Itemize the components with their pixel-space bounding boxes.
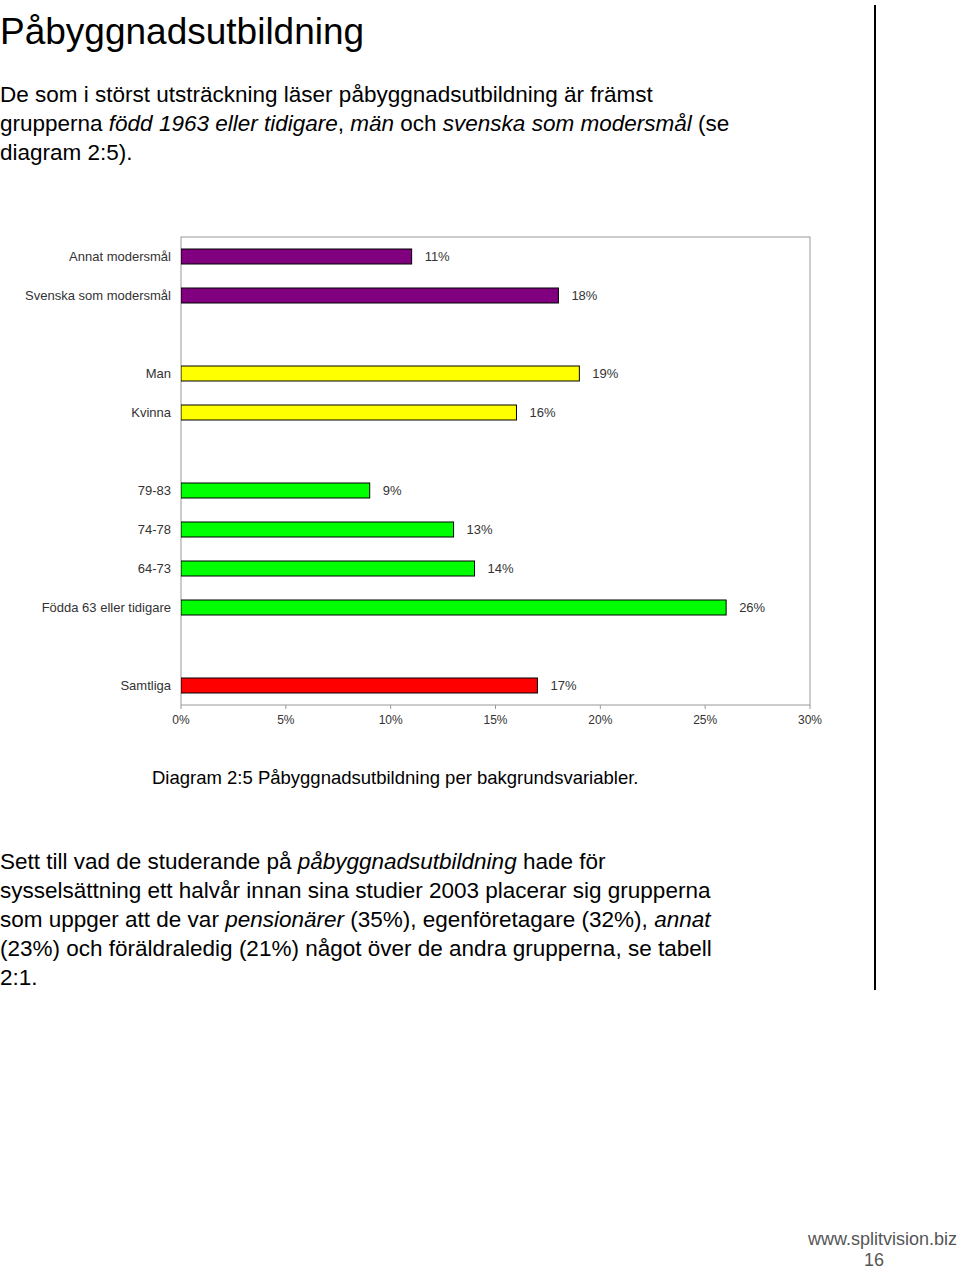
x-tick-label: 15% — [483, 713, 507, 727]
category-label: Kvinna — [131, 405, 172, 420]
x-tick — [810, 705, 811, 709]
page-title: Påbyggnadsutbildning — [0, 11, 364, 52]
x-tick-label: 25% — [693, 713, 717, 727]
chart-caption: Diagram 2:5 Påbyggnadsutbildning per bak… — [152, 767, 638, 788]
text-run: diagram 2:5). — [0, 140, 133, 165]
italic-run: annat — [654, 907, 712, 932]
text-run: (se — [692, 111, 730, 136]
text-line: Sett till vad de studerande på påbyggnad… — [0, 849, 606, 874]
x-tick-label: 0% — [172, 713, 190, 727]
plot-frame — [181, 237, 810, 705]
text-line: De som i störst utsträckning läser påbyg… — [0, 82, 654, 107]
text-run: (35%), egenföretagare (32%), — [344, 907, 654, 932]
bar — [181, 366, 579, 381]
text-line: diagram 2:5). — [0, 140, 133, 165]
text-run: hade för — [517, 849, 606, 874]
category-label: 64-73 — [138, 561, 171, 576]
text-run: 2:1. — [0, 965, 38, 990]
bar — [181, 561, 475, 576]
x-tick — [390, 705, 391, 709]
category-label: Svenska som modersmål — [25, 288, 171, 303]
data-label: 19% — [592, 366, 618, 381]
text-run: De som i störst utsträckning läser påbyg… — [0, 82, 654, 107]
text-run: sysselsättning ett halvår innan sina stu… — [0, 878, 711, 903]
text-run: grupperna — [0, 111, 109, 136]
data-label: 26% — [739, 600, 765, 615]
data-label: 11% — [425, 249, 450, 264]
text-run: och — [394, 111, 443, 136]
bar — [181, 600, 726, 615]
bar-chart: Annat modersmål 11% Svenska som modersmål 1… — [25, 237, 822, 727]
bar — [181, 249, 412, 264]
x-tick-label: 10% — [379, 713, 403, 727]
text-run: (23%) och föräldraledig (21%) något över… — [0, 936, 712, 961]
page: Påbyggnadsutbildning De som i störst utst… — [0, 0, 960, 1267]
x-tick-label: 5% — [277, 713, 295, 727]
category-label: Man — [146, 366, 171, 381]
text-run: , — [338, 111, 351, 136]
text-line: sysselsättning ett halvår innan sina stu… — [0, 878, 711, 903]
italic-run: män — [350, 111, 394, 136]
text-line: 2:1. — [0, 965, 38, 990]
text-line: grupperna född 1963 eller tidigare, män … — [0, 111, 729, 136]
italic-run: pensionärer — [224, 907, 345, 932]
margin-rule — [874, 5, 876, 990]
category-label: Annat modersmål — [69, 249, 171, 264]
text-run: Sett till vad de studerande på — [0, 849, 298, 874]
italic-run: född 1963 eller tidigare — [109, 111, 338, 136]
x-tick — [495, 705, 496, 709]
bar — [181, 678, 537, 693]
category-label: 74-78 — [138, 522, 171, 537]
data-label: 14% — [488, 561, 514, 576]
data-label: 9% — [383, 483, 402, 498]
italic-run: svenska som modersmål — [443, 111, 693, 136]
bar — [181, 405, 516, 420]
category-label: Födda 63 eller tidigare — [42, 600, 171, 615]
page-number: 16 — [864, 1250, 884, 1267]
category-label: Samtliga — [120, 678, 171, 693]
x-tick — [600, 705, 601, 709]
x-tick-label: 20% — [588, 713, 612, 727]
bar — [181, 483, 370, 498]
x-tick — [705, 705, 706, 709]
data-label: 18% — [571, 288, 597, 303]
data-label: 13% — [467, 522, 493, 537]
footer-url: www.splitvision.biz — [807, 1229, 957, 1249]
text-line: som uppger att de var pensionärer (35%),… — [0, 907, 712, 932]
x-tick — [181, 705, 182, 709]
bar — [181, 522, 454, 537]
x-tick-label: 30% — [798, 713, 822, 727]
data-label: 17% — [550, 678, 576, 693]
italic-run: påbyggnadsutbildning — [297, 849, 517, 874]
category-label: 79-83 — [138, 483, 171, 498]
data-label: 16% — [529, 405, 555, 420]
bars — [181, 249, 726, 693]
bar — [181, 288, 558, 303]
text-line: (23%) och föräldraledig (21%) något över… — [0, 936, 712, 961]
text-run: som uppger att de var — [0, 907, 225, 932]
x-tick — [285, 705, 286, 709]
